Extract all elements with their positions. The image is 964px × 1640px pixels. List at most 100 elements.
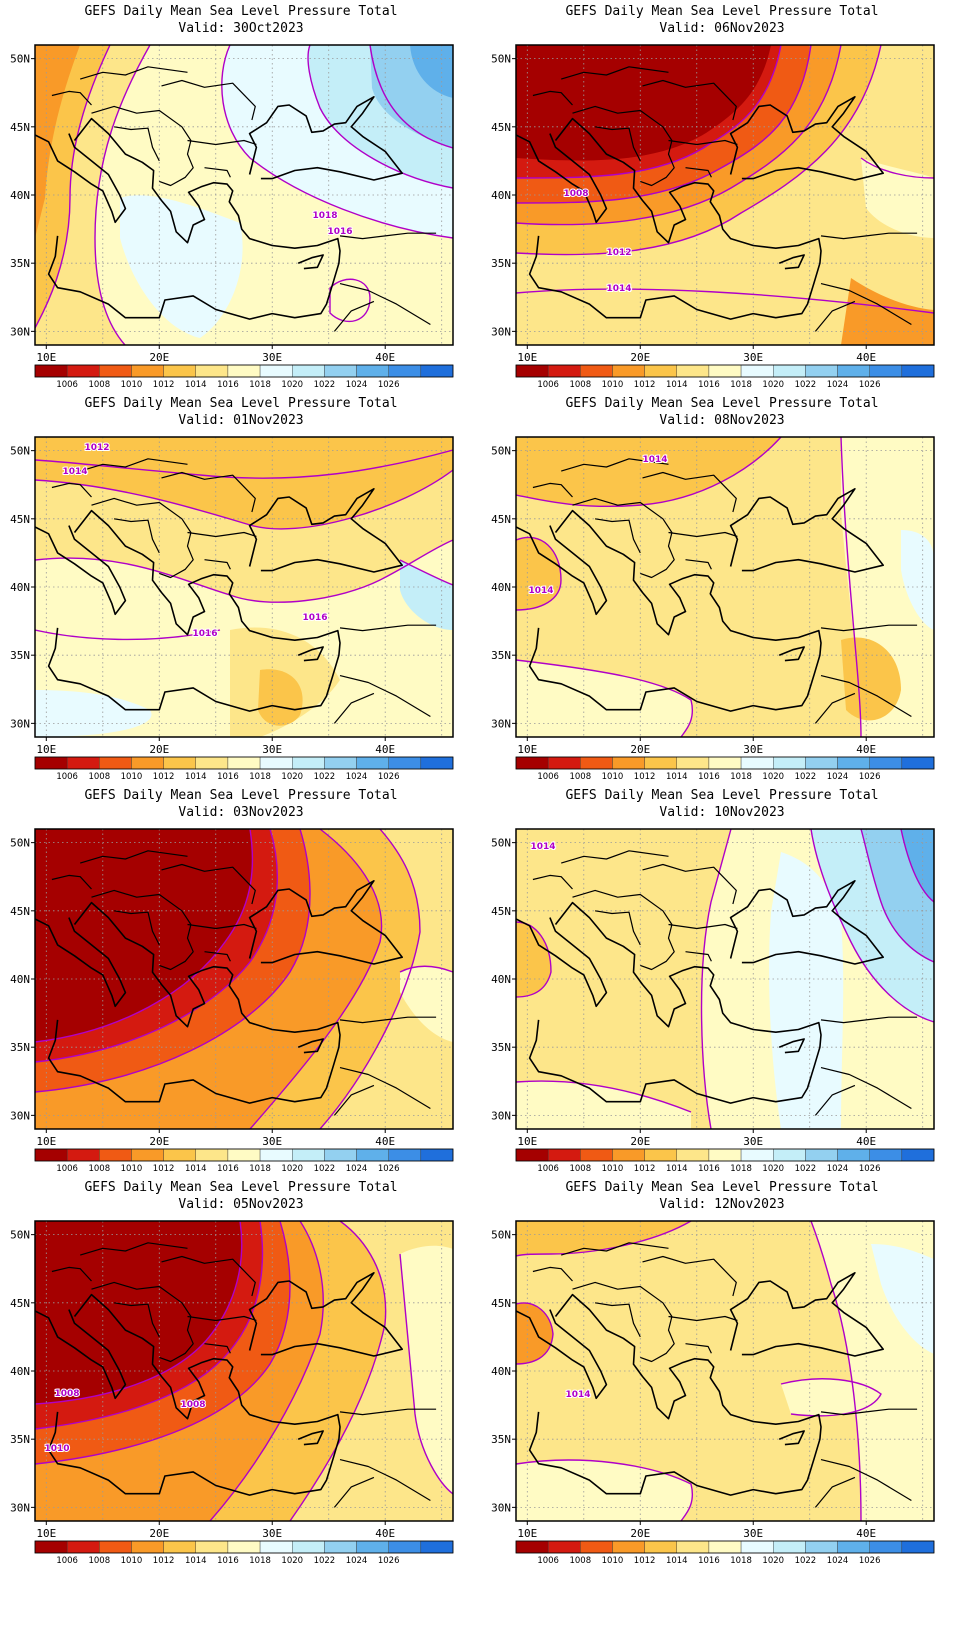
country-border	[204, 167, 231, 178]
colorbar-label: 1016	[217, 1164, 239, 1174]
colorbar-label: 1022	[314, 1556, 336, 1566]
lon-tick-label: 40E	[856, 351, 876, 364]
colorbar-swatch	[292, 364, 325, 378]
lon-tick-label: 40E	[375, 1527, 395, 1540]
lat-tick-label: 50N	[10, 1229, 30, 1242]
map-panel: GEFS Daily Mean Sea Level Pressure Total…	[0, 784, 482, 1194]
colorbar-swatch	[805, 756, 838, 770]
colorbar-label: 1012	[153, 772, 175, 782]
colorbar-label: 1022	[314, 1164, 336, 1174]
colorbar-swatch	[901, 756, 935, 770]
country-border	[820, 1067, 912, 1110]
map-panel: GEFS Daily Mean Sea Level Pressure Total…	[481, 1176, 963, 1586]
coastline	[248, 488, 403, 573]
country-border	[187, 923, 257, 930]
colorbar-frame	[34, 364, 454, 378]
lon-tick-label: 20E	[630, 743, 650, 756]
colorbar-label: 1006	[537, 772, 559, 782]
pressure-shaded-region	[516, 660, 693, 737]
colorbar-swatch	[901, 1148, 935, 1162]
lat-tick-label: 35N	[491, 257, 511, 270]
lat-tick-label: 45N	[10, 1297, 30, 1310]
colorbar-swatch	[99, 364, 132, 378]
lon-tick-label: 10E	[517, 1135, 537, 1148]
lon-tick-label: 20E	[630, 1135, 650, 1148]
country-border	[668, 923, 738, 930]
country-border	[642, 1255, 737, 1297]
colorbar-swatch	[163, 1540, 196, 1554]
colorbar-label: 1024	[346, 1164, 368, 1174]
colorbar-swatch	[547, 1148, 581, 1162]
lat-tick-label: 35N	[10, 257, 30, 270]
colorbar-swatch	[388, 1540, 422, 1554]
pressure-map: 1014 1014 50N 45N 40N 35N 30N 10E 20E 30E 40E 1006 1…	[491, 436, 935, 782]
country-border	[595, 518, 641, 554]
colorbar-swatch	[131, 364, 164, 378]
colorbar-label: 1008	[88, 1164, 110, 1174]
colorbar-label: 1012	[153, 1164, 175, 1174]
country-border	[561, 1242, 669, 1256]
isobar-contour	[860, 157, 934, 179]
lon-tick-label: 40E	[856, 743, 876, 756]
colorbar-swatch	[420, 756, 454, 770]
colorbar-label: 1016	[698, 1556, 720, 1566]
colorbar-label: 1006	[537, 1556, 559, 1566]
colorbar-swatch	[708, 756, 742, 770]
isobar-label: 1008	[54, 1389, 79, 1399]
country-border	[161, 863, 256, 905]
isobar-contour	[399, 559, 453, 586]
coastline	[778, 1038, 805, 1054]
colorbar-label: 1024	[827, 380, 849, 390]
isobar-contour	[516, 45, 812, 204]
lat-tick-label: 30N	[491, 717, 511, 730]
country-border	[114, 126, 160, 162]
coastline	[297, 1430, 324, 1446]
coastline	[297, 1038, 324, 1054]
country-border	[339, 1067, 431, 1110]
isobar-contour	[35, 829, 254, 1043]
colorbar-label: 1022	[795, 380, 817, 390]
lat-tick-label: 35N	[10, 649, 30, 662]
colorbar-swatch	[805, 364, 838, 378]
isobar-label: 1014	[642, 455, 667, 465]
lat-tick-label: 35N	[10, 1041, 30, 1054]
coastline	[729, 1272, 884, 1357]
isobar-contour	[35, 829, 279, 1063]
country-border	[51, 874, 92, 890]
isobar-contour	[399, 1253, 453, 1495]
map-panel: GEFS Daily Mean Sea Level Pressure Total…	[481, 392, 963, 802]
colorbar-label: 1008	[569, 772, 591, 782]
lat-tick-label: 45N	[10, 513, 30, 526]
country-border	[80, 66, 188, 80]
isobar-label: 1014	[565, 1390, 590, 1400]
country-border	[333, 1476, 375, 1508]
pressure-shaded-region	[230, 275, 350, 345]
lat-tick-label: 30N	[10, 1109, 30, 1122]
colorbar-label: 1008	[88, 772, 110, 782]
colorbar-label: 1010	[602, 1556, 624, 1566]
isobar-contour	[35, 1221, 264, 1430]
lat-tick-label: 30N	[10, 717, 30, 730]
pressure-shaded-region	[516, 1303, 553, 1364]
lon-tick-label: 30E	[262, 1527, 282, 1540]
colorbar-swatch	[356, 1148, 389, 1162]
colorbar-label: 1014	[666, 772, 688, 782]
colorbar-frame	[515, 1540, 935, 1554]
isobar-contour	[516, 536, 562, 611]
coastline	[778, 646, 805, 662]
lat-tick-label: 30N	[491, 1501, 511, 1514]
pressure-shaded-region	[516, 537, 561, 610]
lat-tick-label: 40N	[491, 189, 511, 202]
colorbar-label: 1026	[859, 1164, 881, 1174]
panel-valid-date: Valid: 08Nov2023	[659, 413, 785, 428]
colorbar-swatch	[195, 1540, 229, 1554]
pressure-shaded-region	[258, 669, 303, 726]
colorbar-label: 1014	[185, 1164, 207, 1174]
country-border	[685, 1343, 712, 1354]
colorbar-swatch	[515, 364, 549, 378]
isobar-label: 1016	[327, 227, 352, 237]
colorbar-swatch	[901, 1540, 935, 1554]
colorbar-swatch	[837, 1540, 870, 1554]
country-border	[642, 79, 737, 121]
colorbar-swatch	[388, 364, 422, 378]
